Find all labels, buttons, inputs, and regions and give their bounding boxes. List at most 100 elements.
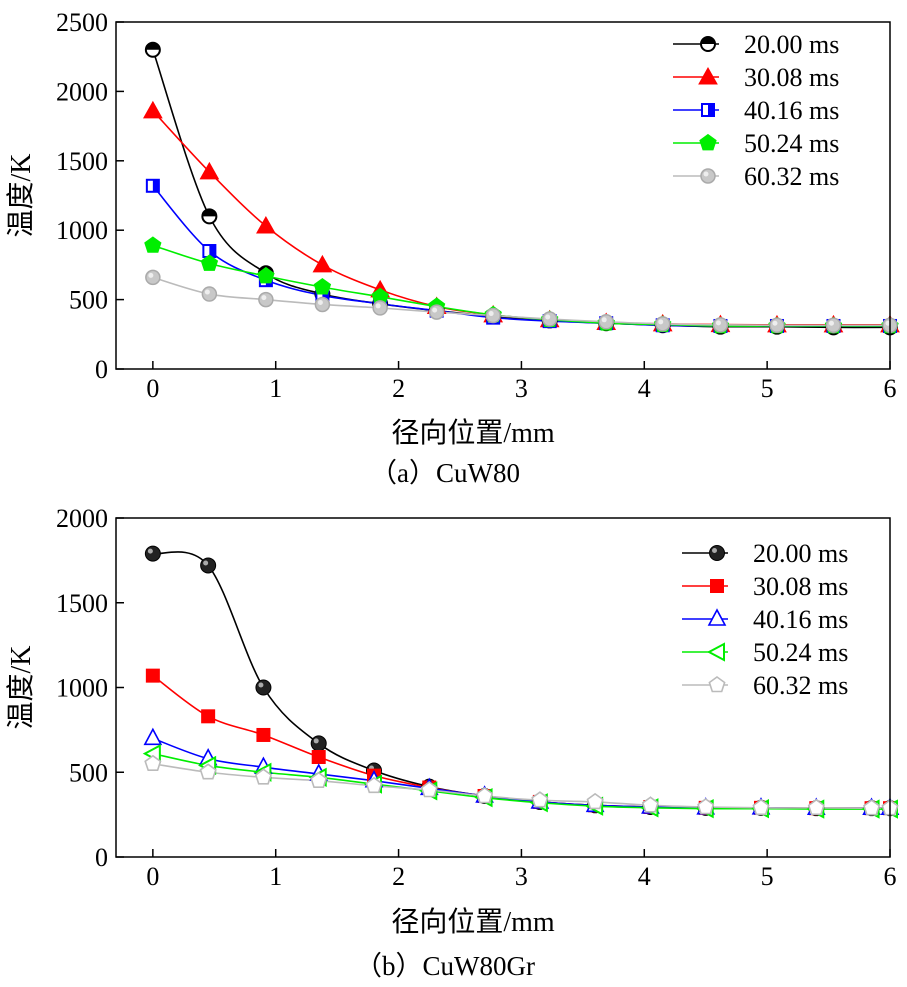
legend-label: 30.08 ms — [753, 572, 848, 601]
marker-body — [863, 799, 881, 816]
y-tick-label: 0 — [95, 355, 108, 384]
legend-marker — [709, 545, 725, 561]
data-point — [863, 799, 881, 816]
marker-body — [807, 798, 825, 816]
marker-body — [706, 642, 725, 662]
x-tick-label: 4 — [638, 374, 651, 403]
legend-marker — [710, 579, 724, 593]
data-point — [712, 317, 729, 333]
marker-highlight — [828, 320, 834, 326]
x-tick-label: 0 — [146, 374, 159, 403]
marker-body — [201, 709, 216, 724]
data-point — [311, 749, 326, 764]
data-point — [144, 41, 161, 58]
legend-item: 60.32 ms — [673, 162, 839, 191]
marker-body — [825, 317, 842, 334]
marker-fill — [708, 104, 714, 116]
legend-label: 40.16 ms — [753, 605, 848, 634]
x-tick-label: 1 — [269, 862, 282, 891]
marker-body — [541, 311, 558, 327]
marker-body — [201, 286, 218, 302]
marker-body — [710, 579, 724, 593]
marker-highlight — [148, 272, 154, 278]
data-point — [314, 296, 331, 313]
plot-frame — [115, 21, 891, 370]
series-markers-4 — [144, 754, 899, 816]
x-tick-label: 4 — [638, 862, 651, 891]
marker-body — [311, 749, 326, 764]
data-point — [258, 291, 274, 308]
legend-item: 40.16 ms — [682, 605, 848, 634]
y-tick-label: 500 — [69, 286, 108, 315]
data-point — [143, 727, 163, 746]
y-tick-label: 1000 — [56, 216, 108, 245]
data-point — [201, 709, 216, 724]
x-tick-label: 3 — [515, 862, 528, 891]
marker-body — [144, 754, 162, 772]
data-point — [313, 277, 332, 295]
data-point — [807, 798, 825, 816]
data-point — [310, 735, 327, 752]
marker-highlight — [147, 548, 153, 554]
x-tick-label: 1 — [269, 374, 282, 403]
marker-body — [365, 776, 383, 794]
marker-body — [769, 317, 785, 334]
data-point — [201, 286, 218, 302]
data-point — [145, 668, 160, 683]
marker-highlight — [488, 311, 494, 317]
marker-body — [313, 277, 332, 295]
marker-body — [255, 679, 272, 696]
data-point — [143, 100, 163, 119]
marker-body — [310, 735, 327, 752]
data-point — [145, 178, 160, 193]
data-point — [365, 776, 383, 794]
data-point — [752, 798, 770, 816]
marker-body — [257, 266, 275, 284]
legend-item: 60.32 ms — [682, 671, 848, 700]
marker-body — [700, 168, 716, 184]
marker-body — [699, 133, 717, 151]
marker-body — [372, 300, 388, 316]
data-point — [256, 216, 276, 234]
marker-highlight — [317, 299, 323, 305]
data-point — [476, 787, 494, 804]
legend-label: 30.08 ms — [744, 63, 839, 92]
marker-body — [708, 676, 726, 693]
legend-label: 40.16 ms — [744, 96, 839, 125]
legend-label: 60.32 ms — [753, 671, 848, 700]
data-point — [254, 768, 272, 785]
legend: 20.00 ms 30.08 ms 40.16 ms 50.24 ms 60.32 ms — [682, 539, 848, 700]
marker-highlight — [375, 303, 381, 309]
x-tick-label: 5 — [761, 374, 774, 403]
marker-fill — [202, 209, 217, 217]
marker-body — [256, 216, 276, 234]
x-axis-label: 径向位置/mm — [391, 417, 555, 449]
x-tick-label: 6 — [884, 862, 897, 891]
data-point — [199, 161, 220, 180]
data-point — [485, 307, 501, 324]
x-tick-label: 6 — [884, 374, 897, 403]
marker-highlight — [204, 289, 210, 295]
marker-body — [200, 557, 217, 574]
marker-fill — [322, 289, 329, 302]
marker-fill — [209, 245, 216, 258]
legend-marker — [706, 642, 725, 662]
marker-body — [712, 317, 729, 333]
marker-body — [476, 787, 494, 804]
marker-body — [709, 545, 725, 561]
marker-highlight — [715, 320, 721, 326]
marker-body — [199, 161, 220, 180]
data-point — [598, 314, 614, 330]
data-point — [257, 266, 275, 284]
data-point — [697, 798, 715, 815]
data-point — [145, 269, 161, 286]
data-point — [825, 317, 842, 334]
legend-item: 20.00 ms — [682, 539, 848, 568]
legend-item: 30.08 ms — [682, 572, 848, 601]
legend-marker — [700, 168, 716, 184]
data-point — [769, 317, 785, 334]
marker-highlight — [261, 295, 267, 301]
legend-marker — [708, 676, 726, 693]
marker-body — [144, 545, 161, 562]
marker-highlight — [258, 682, 264, 688]
